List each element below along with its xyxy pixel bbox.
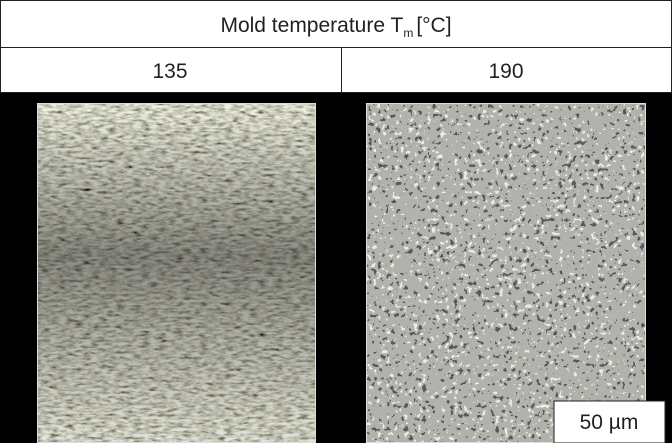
title-text: Mold temperature T [220,14,403,37]
micrograph-left [37,103,316,443]
header-title: Mold temperature Tm [°C] [220,14,451,40]
micrograph-right [366,103,646,443]
title-subscript: m [403,26,413,40]
scale-bar-label: 50 µm [580,411,639,434]
column-label: 190 [488,60,523,83]
title-unit: [°C] [416,14,451,37]
column-label: 135 [152,60,187,83]
